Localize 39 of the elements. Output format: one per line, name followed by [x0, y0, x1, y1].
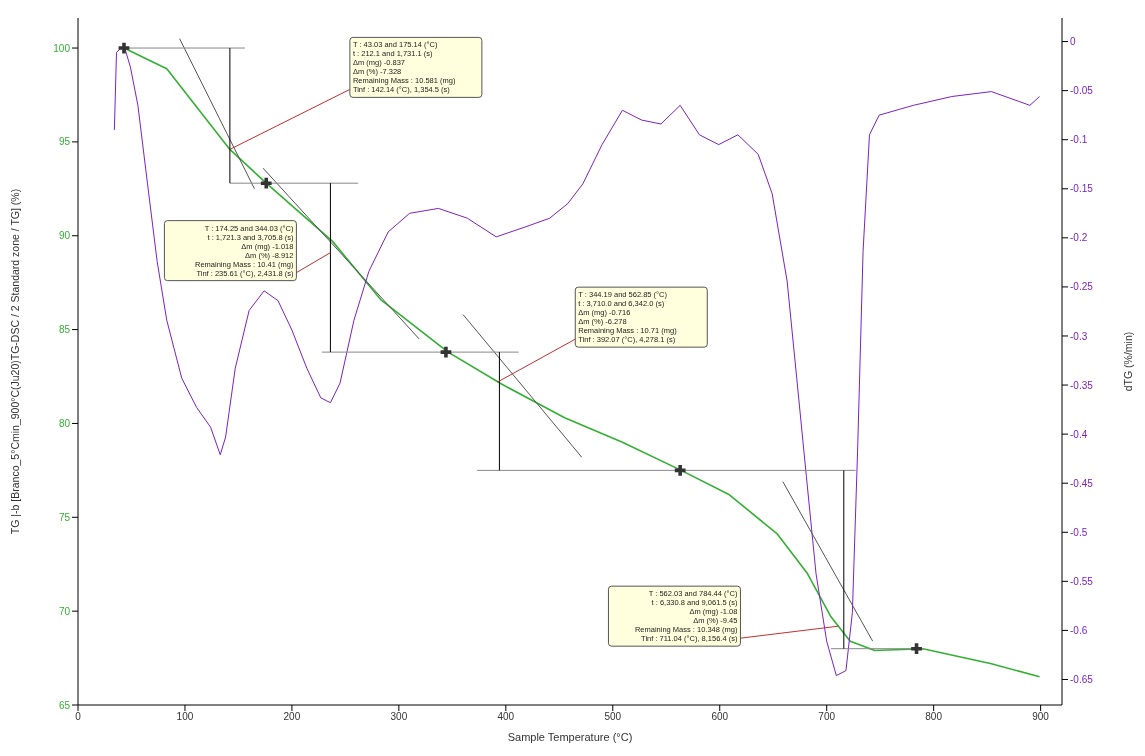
y2-tick-label: -0.25 — [1070, 281, 1094, 293]
point — [440, 346, 452, 358]
point — [118, 42, 130, 54]
x-tick-label: 400 — [497, 711, 515, 723]
x-tick-label: 0 — [75, 711, 82, 723]
y-axis-title: TG |-b [Branco_5°Cmin_900°C(Ju20)TG-DSC / 2 Standard zone / TG] (%) — [8, 188, 21, 535]
y-tick-label: 70 — [58, 605, 71, 617]
y-tick-label: 80 — [58, 417, 71, 429]
y2-tick-label: -0.45 — [1070, 477, 1094, 489]
x-tick-label: 300 — [390, 711, 408, 723]
y2-tick-label: -0.3 — [1070, 330, 1088, 342]
y-tick-label: 65 — [58, 699, 71, 711]
y2-tick-label: -0.65 — [1070, 674, 1094, 686]
x-tick-label: 200 — [283, 711, 301, 723]
y-tick-label: 100 — [53, 42, 71, 54]
y-tick-label: 75 — [58, 511, 71, 523]
x-tick-label: 100 — [176, 711, 194, 723]
y2-tick-label: -0.15 — [1070, 183, 1094, 195]
point — [674, 465, 686, 476]
point — [260, 177, 272, 189]
y2-tick-label: -0.5 — [1070, 526, 1088, 538]
x-tick-label: 700 — [818, 711, 836, 723]
y2-tick-label: -0.2 — [1070, 232, 1088, 244]
y-tick-label: 85 — [58, 324, 71, 336]
x-tick-label: 900 — [1032, 711, 1050, 723]
y2-tick-label: -0.6 — [1070, 624, 1088, 636]
x-tick-label: 500 — [604, 711, 622, 723]
y2-tick-label: -0.35 — [1070, 379, 1094, 391]
x-axis-title: Sample Temperature (°C) — [507, 731, 633, 743]
x-tick-label: 600 — [711, 711, 729, 723]
y2-tick-label: -0.4 — [1070, 428, 1088, 440]
x-tick-label: 800 — [925, 711, 943, 723]
y2-axis-title: dTG (%/min) — [1121, 331, 1134, 392]
y2-tick-label: -0.55 — [1070, 575, 1094, 587]
y2-tick-label: -0.05 — [1070, 85, 1094, 97]
y-tick-label: 90 — [58, 230, 71, 242]
y2-tick-label: -0.1 — [1070, 134, 1088, 146]
y-tick-label: 95 — [58, 136, 71, 148]
y2-tick-label: 0 — [1070, 36, 1076, 48]
